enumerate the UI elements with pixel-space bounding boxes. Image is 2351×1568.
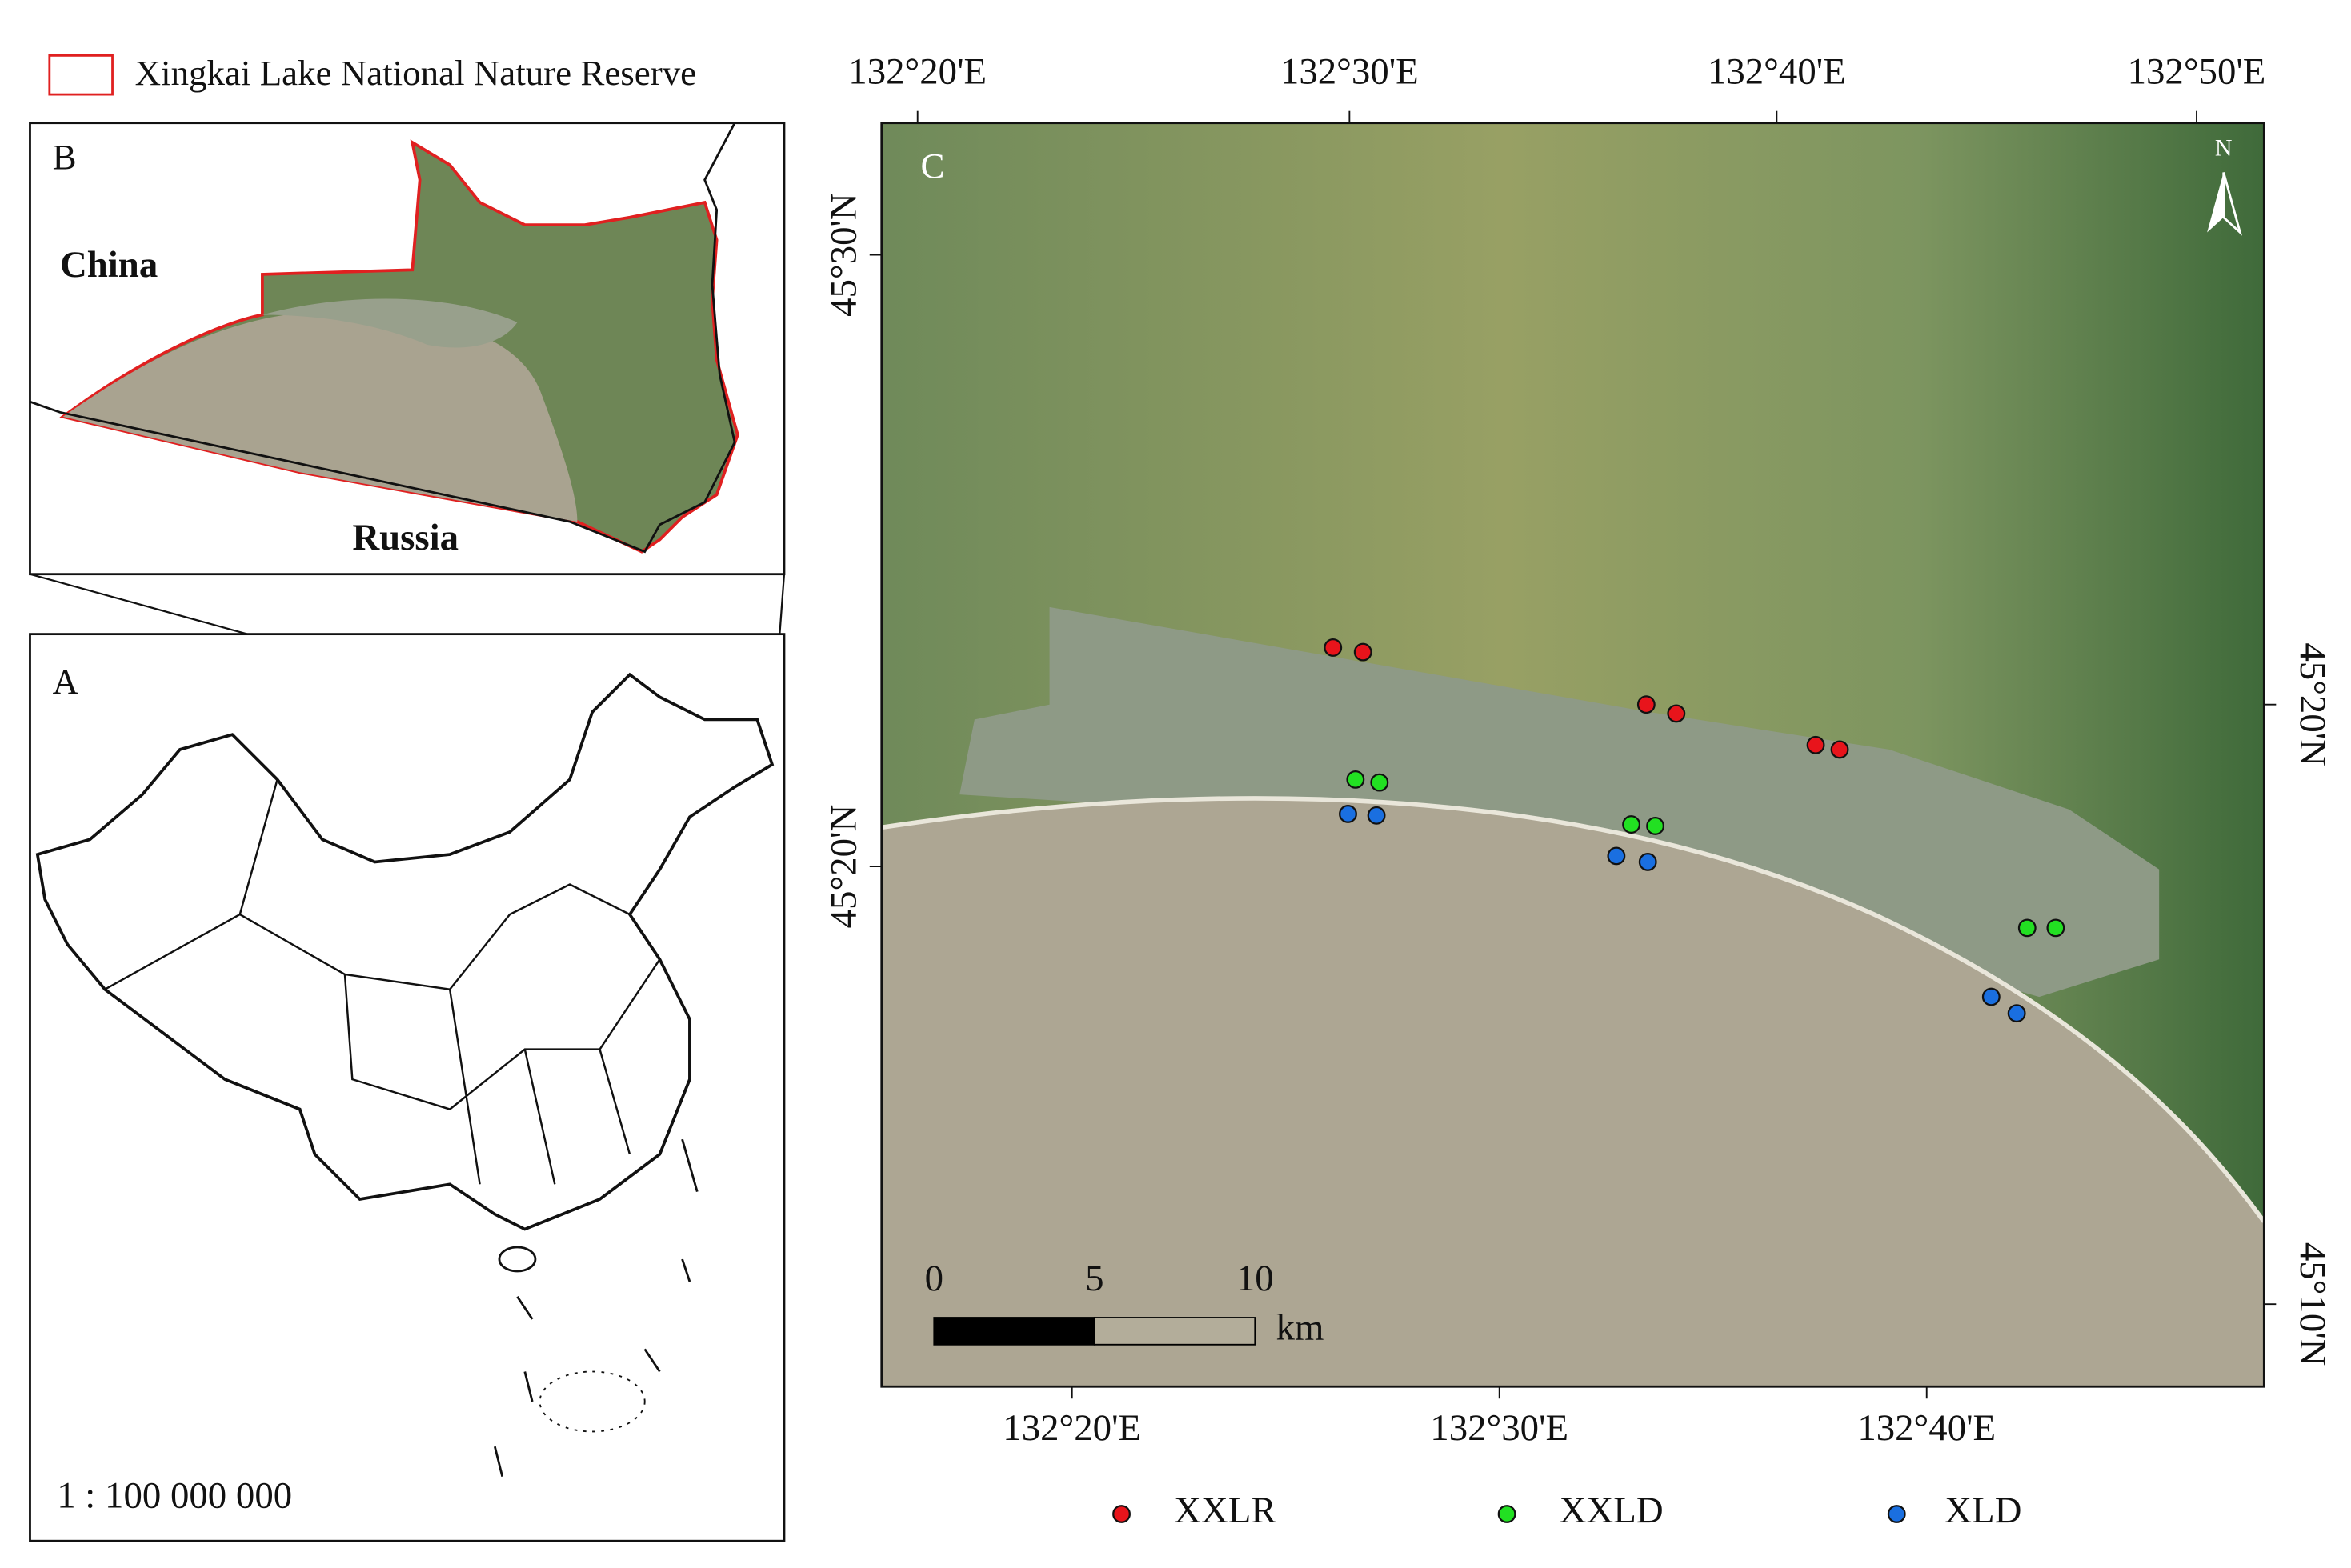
lon-label: 132°30'E [1430,1407,1568,1449]
legend-label: XXLR [1174,1490,1276,1531]
site-point [1353,642,1372,662]
site-point [1324,638,1343,657]
lat-label: 45°20'N [823,805,864,929]
panel-label: B [53,137,77,177]
scale-label: 10 [1236,1258,1274,1299]
panel-c-frame [880,122,2265,1388]
reserve-legend-swatch [48,54,114,96]
lon-label: 132°40'E [1857,1407,1996,1449]
site-point [1806,735,1825,754]
site-point [1346,770,1365,789]
panel-label: A [53,662,79,702]
lon-label: 132°50'E [2128,50,2266,92]
site-point [1622,815,1641,834]
site-point [2007,1004,2026,1023]
panel-a-frame [29,633,786,1542]
panel-b-frame [29,122,786,576]
panel-label: C [920,146,944,186]
island [498,1246,537,1273]
site-point [1638,853,1657,871]
island-cluster [539,1370,646,1433]
china-outline [35,672,775,1231]
lon-label: 132°40'E [1708,50,1846,92]
legend-marker [1497,1505,1516,1523]
lat-label: 45°10'N [2292,1242,2333,1366]
site-point [2017,918,2037,938]
site-point [1636,695,1656,714]
site-point [1981,987,2001,1006]
legend-marker [1887,1505,1906,1523]
legend-label: XLD [1944,1490,2021,1531]
legend-marker [1112,1505,1131,1523]
site-point [1370,773,1389,792]
lon-label: 132°20'E [1003,1407,1141,1449]
lon-label: 132°20'E [848,50,987,92]
scale-label: 5 [1085,1258,1103,1299]
province-borders [104,779,661,1185]
panel-b-map [30,122,784,574]
site-point [1830,740,1849,759]
lat-label: 45°30'N [823,193,864,317]
country-label: China [60,244,158,286]
lat-label: 45°20'N [2292,642,2333,766]
scale-segment [1093,1317,1256,1346]
north-label: N [2215,134,2233,161]
site-point [1646,817,1665,835]
scale-label: 0 [925,1258,943,1299]
map-scale: 1 : 100 000 000 [57,1475,292,1517]
site-point [1667,704,1686,723]
site-point [1607,846,1626,866]
panel-c-map [881,122,2265,1387]
lon-label: 132°30'E [1280,50,1419,92]
islands [493,1138,699,1478]
country-label: Russia [352,517,459,558]
site-point [2046,918,2065,938]
reserve-legend-label: Xingkai Lake National Nature Reserve [135,53,697,93]
legend-label: XXLD [1560,1490,1664,1531]
site-point [1367,806,1386,825]
scale-unit: km [1276,1307,1324,1349]
site-point [1339,805,1357,823]
scale-segment [933,1317,1095,1346]
